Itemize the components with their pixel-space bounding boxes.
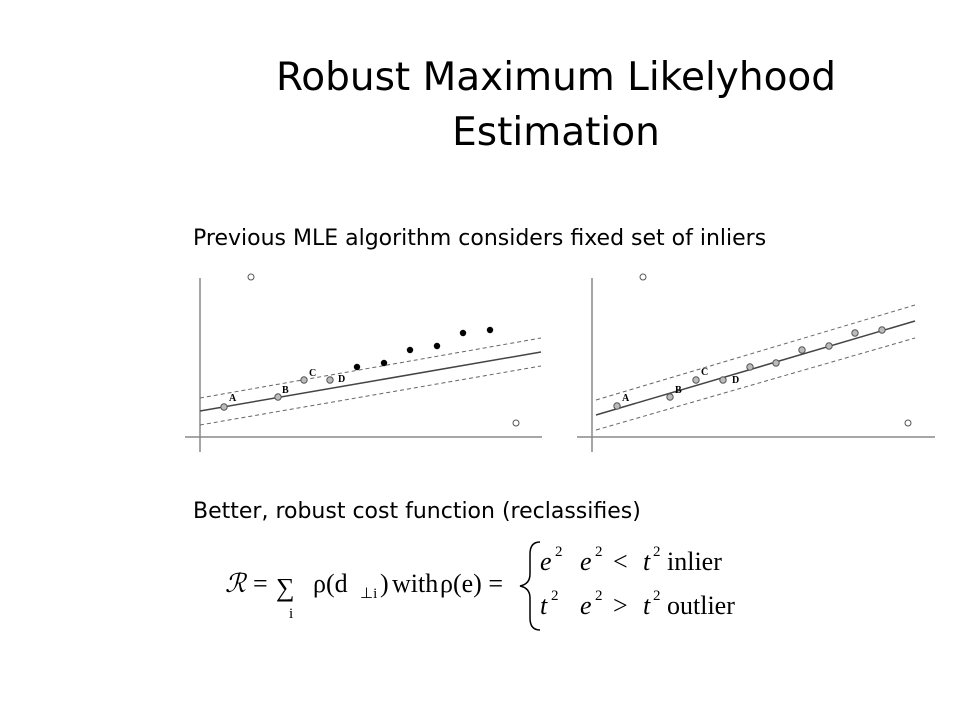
formula-part: t — [540, 591, 548, 620]
formula-part: outlier — [667, 591, 735, 620]
formula-part: with — [392, 569, 438, 598]
formula-part: < — [613, 547, 628, 576]
title: Estimation — [452, 110, 660, 155]
formula-part: ρ(e) = — [440, 569, 503, 598]
bullet: Previous MLE algorithm considers fixed s… — [193, 226, 766, 251]
formula-part: 2 — [653, 588, 661, 604]
figure-left: A B C D — [185, 273, 542, 452]
point-label: B — [675, 385, 682, 396]
formula-part: ) — [380, 569, 389, 598]
formula-part: 2 — [653, 544, 661, 560]
formula-part: i — [289, 606, 293, 622]
case-row: t 2 e 2 > t 2 outlier — [540, 588, 735, 620]
formula-part: inlier — [667, 547, 722, 576]
formula-part: ρ(d — [313, 569, 348, 598]
point-label: D — [338, 374, 345, 385]
formula-part: e — [580, 591, 592, 620]
formula-part: 2 — [551, 588, 559, 604]
bullet: Better, robust cost function (reclassifi… — [193, 499, 641, 524]
point-label: D — [732, 375, 739, 386]
point-label: C — [701, 367, 708, 378]
point-label: A — [622, 393, 630, 404]
formula-part: t — [643, 591, 651, 620]
formula-part: ∑ — [276, 573, 295, 602]
formula-part: e — [540, 547, 552, 576]
formula-part: > — [613, 591, 628, 620]
formula: ℛ = ∑ i ρ(d ⊥i ) with ρ(e) = e 2 e 2 < t… — [225, 541, 735, 631]
formula-part: = — [253, 569, 268, 598]
formula-part: ⊥i — [360, 586, 377, 602]
title: Robust Maximum Likelyhood — [276, 55, 836, 100]
formula-part: 2 — [595, 588, 603, 604]
formula-part: e — [580, 547, 592, 576]
formula-part: t — [643, 547, 651, 576]
figure-right: A B C D — [577, 273, 935, 452]
point-label: A — [229, 393, 237, 404]
point-label: B — [282, 385, 289, 396]
formula-part: 2 — [555, 544, 563, 560]
formula-part: ℛ — [225, 569, 248, 598]
formula-part: 2 — [595, 544, 603, 560]
case-row: e 2 e 2 < t 2 inlier — [540, 544, 722, 576]
point-label: C — [309, 368, 316, 379]
